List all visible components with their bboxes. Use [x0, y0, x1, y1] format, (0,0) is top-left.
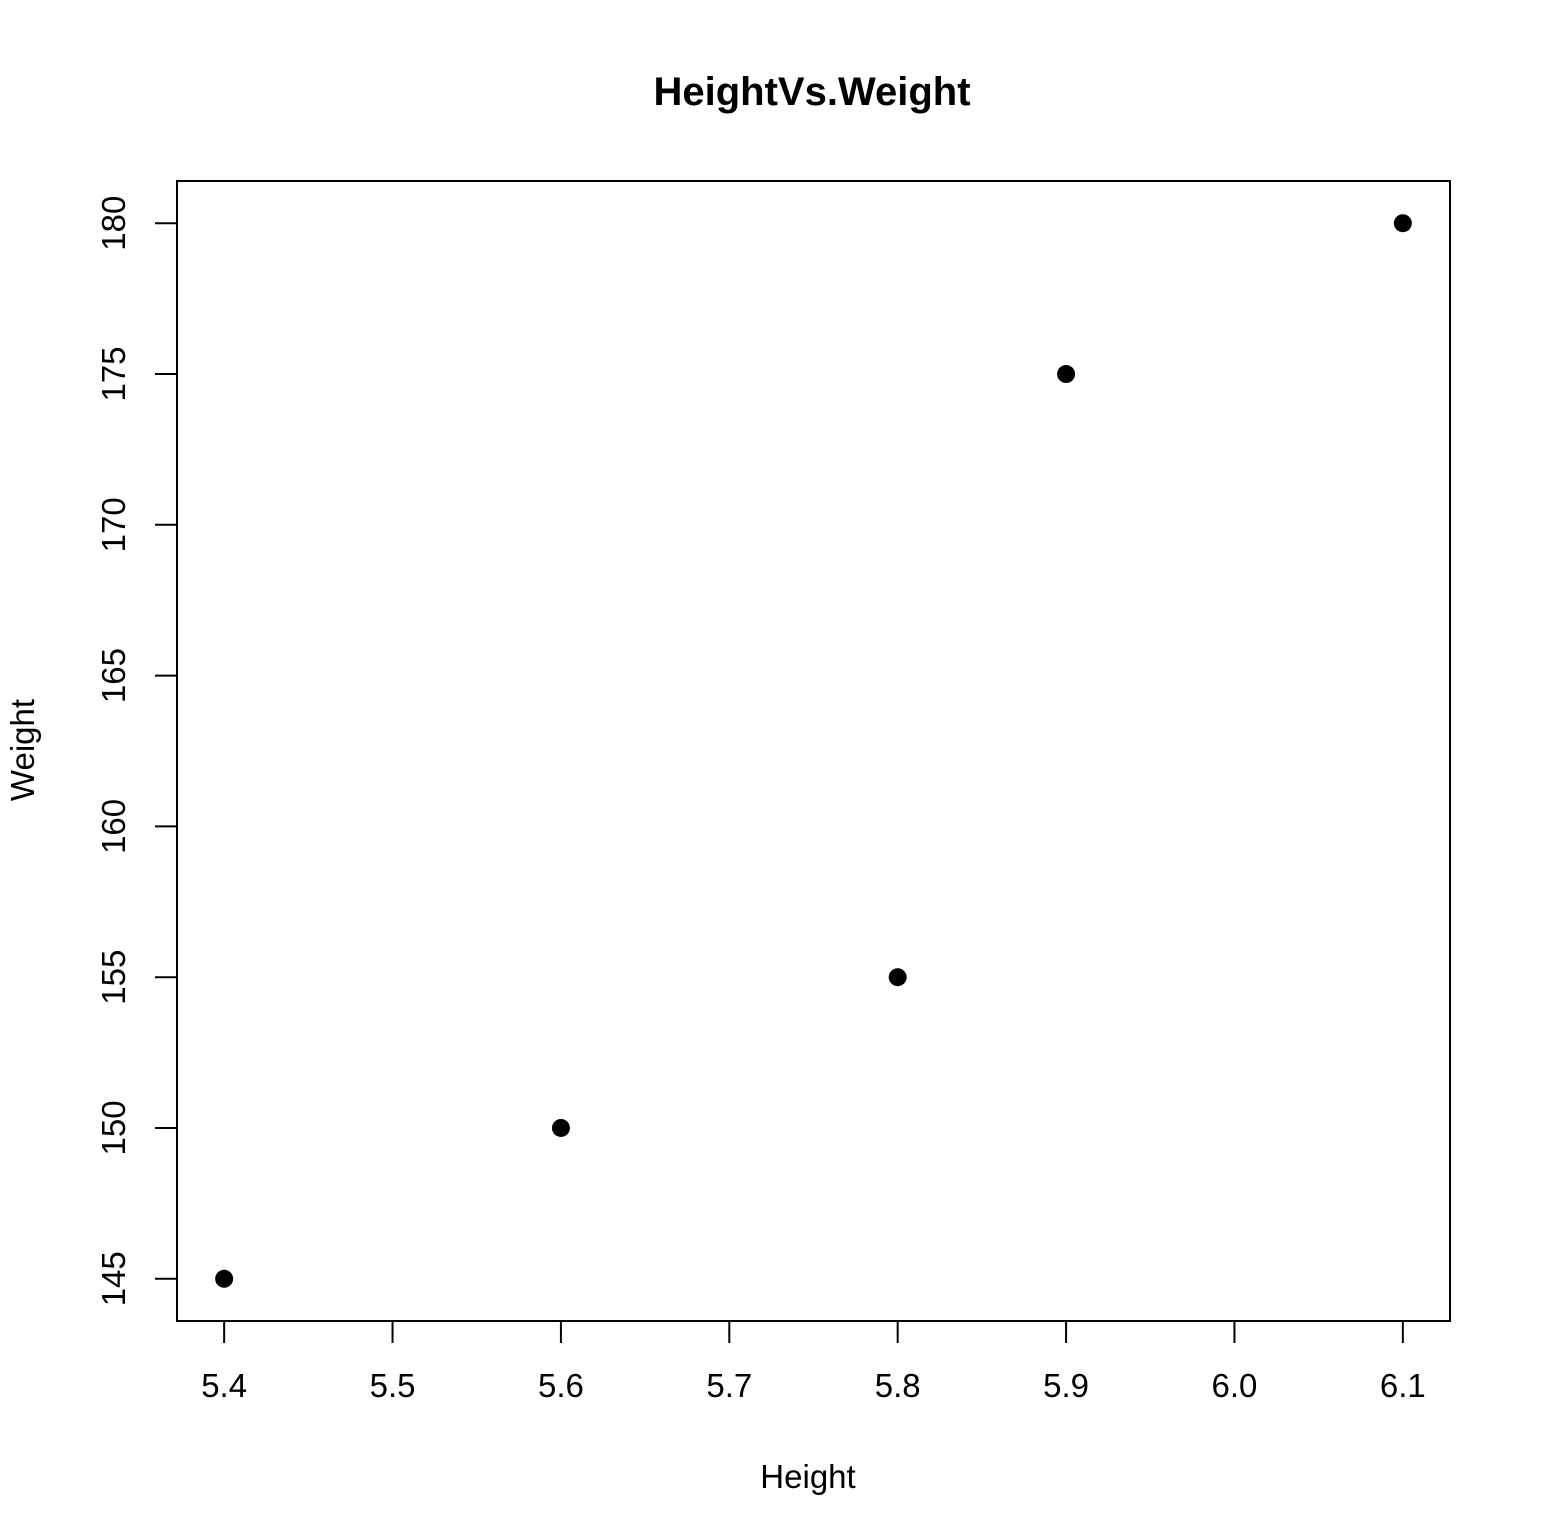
x-axis-label: Height	[760, 1458, 855, 1495]
x-tick-label: 6.0	[1212, 1367, 1258, 1404]
y-tick-label: 155	[95, 950, 132, 1005]
data-point	[215, 1270, 233, 1288]
x-tick-label: 6.1	[1380, 1367, 1426, 1404]
y-tick-label: 180	[95, 196, 132, 251]
x-tick-label: 5.7	[706, 1367, 752, 1404]
x-tick-label: 5.6	[538, 1367, 584, 1404]
y-tick-label: 145	[95, 1251, 132, 1306]
y-tick-label: 175	[95, 346, 132, 401]
x-axis: 5.4 5.5 5.6 5.7 5.8 5.9 6.0 6.1	[201, 1321, 1426, 1404]
y-tick-label: 160	[95, 799, 132, 854]
chart-title: HeightVs.Weight	[653, 70, 970, 114]
data-points	[215, 214, 1412, 1288]
y-tick-label: 170	[95, 497, 132, 552]
y-tick-label: 165	[95, 648, 132, 703]
y-tick-label: 150	[95, 1100, 132, 1155]
x-tick-label: 5.5	[370, 1367, 416, 1404]
data-point	[889, 968, 907, 986]
data-point	[552, 1119, 570, 1137]
y-axis-label: Weight	[4, 699, 41, 801]
x-tick-label: 5.4	[201, 1367, 247, 1404]
plot-frame	[177, 181, 1450, 1321]
data-point	[1057, 365, 1075, 383]
data-point	[1394, 214, 1412, 232]
y-axis: 145 150 155 160 165 170 175 180	[95, 196, 177, 1307]
x-tick-label: 5.9	[1043, 1367, 1089, 1404]
x-tick-label: 5.8	[875, 1367, 921, 1404]
